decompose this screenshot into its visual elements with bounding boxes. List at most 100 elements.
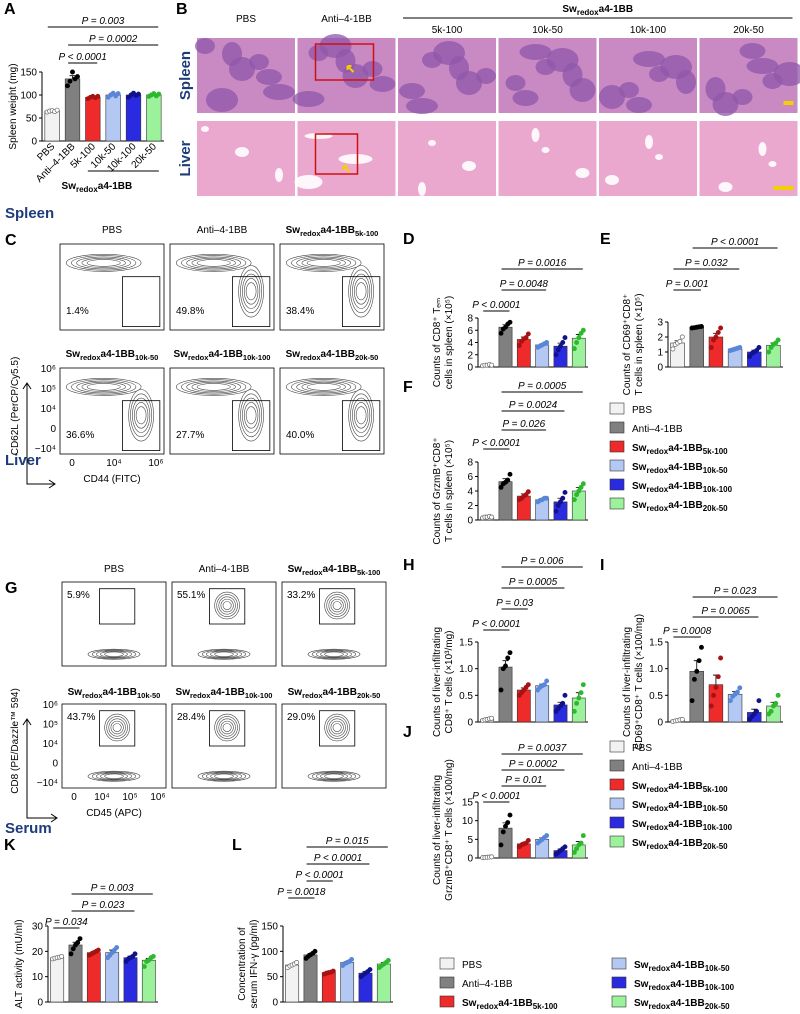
legend-label: Swredoxa4-1BB20k-50: [634, 998, 730, 1011]
data-point: [498, 842, 504, 848]
legend-label: Swredoxa4-1BB20k-50: [632, 500, 728, 513]
tissue: [498, 121, 597, 196]
data-point: [68, 951, 74, 957]
follicle: [256, 69, 282, 85]
data-point: [576, 335, 582, 341]
contour: [307, 770, 361, 782]
data-point: [330, 968, 336, 974]
data-point: [516, 343, 522, 349]
y-axis-label: T cells in spleen (×10⁵): [444, 440, 455, 542]
follicle: [222, 42, 242, 66]
data-point: [54, 107, 60, 113]
y-tick-label: 6: [467, 326, 473, 337]
legend-swatch: [439, 995, 455, 1008]
contour: [135, 406, 147, 425]
flow-plot: [61, 703, 167, 789]
vessel: [418, 182, 426, 196]
contour: [285, 254, 362, 272]
subscript: redox: [82, 691, 103, 700]
data-point: [580, 833, 586, 839]
legend-swatch: [609, 440, 625, 453]
contour: [214, 591, 240, 620]
contour: [210, 772, 238, 780]
tissue: [197, 121, 295, 196]
text-part: a4-1BB: [668, 462, 702, 473]
text-part: Sw: [634, 979, 649, 990]
follicle: [705, 77, 726, 101]
data-point: [505, 655, 511, 661]
legend-swatch: [609, 421, 625, 434]
panel-letter: G: [5, 580, 17, 597]
subscript: redox: [646, 466, 668, 475]
contour: [352, 273, 371, 309]
text-part: a4-1BB: [208, 349, 242, 360]
flow-plot: [61, 581, 167, 667]
contour: [355, 406, 367, 425]
contour: [238, 389, 264, 442]
contour: [76, 380, 132, 394]
contour: [320, 650, 348, 658]
contour: [324, 713, 350, 742]
plot-title: Swredoxa4-1BB10k-100: [176, 687, 273, 700]
y-tick-label: 0: [272, 998, 278, 1009]
data-point: [679, 716, 685, 722]
bar: [86, 952, 101, 1003]
text-part: a4-1BB: [668, 838, 702, 849]
x-tick-label: 10⁴: [106, 458, 121, 469]
column-label: Anti–4-1BB: [321, 14, 372, 25]
text-part: PBS: [102, 225, 122, 236]
data-point: [541, 682, 547, 688]
data-point: [775, 692, 781, 698]
text-part: a4-1BB: [668, 819, 702, 830]
contour: [316, 772, 352, 781]
vessel: [201, 126, 209, 132]
plot-title: Swredoxa4-1BB5k-100: [286, 225, 379, 238]
follicle: [619, 82, 639, 98]
gate: [209, 710, 246, 747]
follicle: [406, 98, 438, 114]
contour: [106, 716, 128, 739]
gate-percent: 36.6%: [66, 430, 94, 441]
legend-swatch: [609, 459, 625, 472]
contour: [65, 254, 142, 272]
data-point: [525, 682, 531, 688]
data-point: [115, 91, 121, 97]
contour: [326, 716, 348, 739]
data-point: [75, 940, 81, 945]
contour: [132, 397, 151, 433]
axis-arrow: [22, 382, 56, 489]
data-point: [571, 849, 577, 855]
contour: [311, 771, 357, 781]
y-axis-label: Counts of liver-infiltrating: [622, 627, 633, 737]
flow-plot: [279, 367, 385, 455]
data-point: [562, 490, 568, 495]
subscript: redox: [646, 823, 668, 832]
text-part: Sw: [632, 800, 647, 811]
liver-image: [599, 121, 697, 196]
spleen-image: [599, 38, 697, 113]
bar: [285, 964, 300, 1003]
subscript: redox: [300, 353, 321, 362]
data-point: [498, 330, 504, 336]
follicle: [362, 61, 383, 77]
contour: [197, 770, 251, 782]
arrow: [346, 65, 355, 73]
data-point: [754, 708, 760, 714]
data-point: [555, 347, 561, 353]
subscript: 20k-50: [357, 691, 380, 700]
legend-label: Swredoxa4-1BB10k-50: [634, 960, 730, 973]
panel-letter: B: [176, 1, 188, 18]
data-point: [727, 698, 733, 704]
contour: [316, 650, 352, 659]
data-point: [555, 503, 561, 508]
flow-plot: [59, 367, 165, 455]
data-point: [574, 846, 580, 852]
p-value: P = 0.015: [326, 836, 369, 847]
column-label: 10k-50: [532, 25, 563, 36]
p-value: P = 0.0024: [509, 400, 558, 411]
panel-letter: L: [232, 837, 242, 854]
data-point: [691, 676, 697, 682]
follicle: [206, 88, 238, 112]
legend-label: Swredoxa4-1BB10k-100: [632, 481, 733, 494]
subscript: 5k-100: [357, 568, 380, 577]
